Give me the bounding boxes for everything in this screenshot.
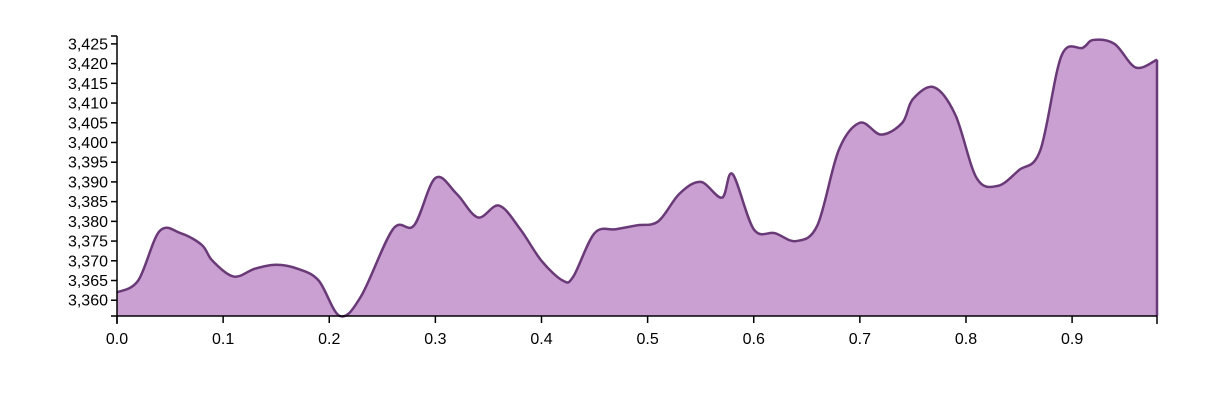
x-tick-label: 0.3 (424, 331, 446, 348)
y-tick-label: 3,380 (68, 214, 108, 231)
y-tick-label: 3,395 (68, 155, 108, 172)
x-tick-label: 0.1 (212, 331, 234, 348)
x-tick-label: 0.0 (106, 331, 128, 348)
x-tick-label: 0.8 (955, 331, 977, 348)
area-fill (117, 39, 1157, 317)
y-tick-label: 3,365 (68, 273, 108, 290)
y-tick-label: 3,360 (68, 293, 108, 310)
y-tick-label: 3,385 (68, 194, 108, 211)
y-tick-label: 3,420 (68, 56, 108, 73)
x-axis: 0.0 0.1 0.2 0.3 0.4 0.5 0.6 0.7 0.8 0.9 (106, 315, 1158, 348)
y-axis: 3,360 3,365 3,370 3,375 3,380 3,385 3,390 3,395… (68, 35, 118, 317)
area-line (116, 38, 1158, 318)
y-tick-label: 3,375 (68, 234, 108, 251)
x-tick-label: 0.9 (1061, 331, 1083, 348)
y-tick-label: 3,415 (68, 76, 108, 93)
x-tick-label: 0.7 (849, 331, 871, 348)
x-tick-label: 0.2 (318, 331, 340, 348)
x-tick-label: 0.5 (636, 331, 658, 348)
y-tick-label: 3,405 (68, 115, 108, 132)
x-tick-label: 0.4 (530, 331, 552, 348)
y-tick-label: 3,370 (68, 253, 108, 270)
y-tick-label: 3,410 (68, 96, 108, 113)
area-series-layer (116, 38, 1159, 318)
y-tick-label: 3,425 (68, 36, 108, 53)
y-tick-label: 3,390 (68, 174, 108, 191)
y-tick-label: 3,400 (68, 135, 108, 152)
x-tick-label: 0.6 (743, 331, 765, 348)
